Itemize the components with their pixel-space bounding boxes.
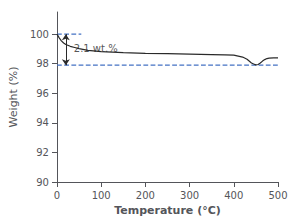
- svg-text:92: 92: [36, 147, 49, 158]
- svg-text:400: 400: [224, 190, 243, 201]
- svg-text:100: 100: [30, 29, 49, 40]
- svg-text:94: 94: [36, 117, 49, 128]
- svg-text:100: 100: [92, 190, 111, 201]
- svg-text:96: 96: [36, 88, 49, 99]
- svg-text:90: 90: [36, 177, 49, 188]
- svg-text:500: 500: [268, 190, 287, 201]
- svg-text:98: 98: [36, 58, 49, 69]
- svg-text:0: 0: [54, 190, 60, 201]
- svg-text:200: 200: [136, 190, 155, 201]
- svg-text:2.1 wt.%: 2.1 wt.%: [74, 43, 118, 54]
- svg-text:Temperature (°C): Temperature (°C): [114, 204, 221, 217]
- svg-text:Weight (%): Weight (%): [7, 67, 20, 128]
- svg-text:300: 300: [180, 190, 199, 201]
